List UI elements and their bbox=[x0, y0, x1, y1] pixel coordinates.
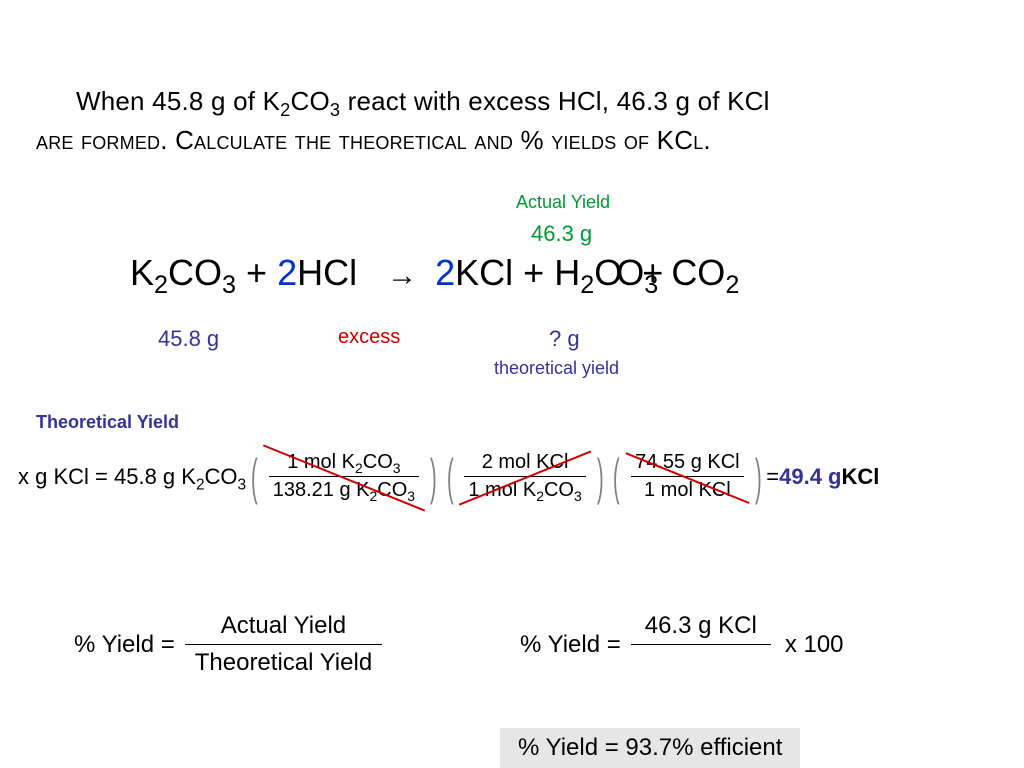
actual-yield-label: Actual Yield bbox=[516, 192, 610, 213]
text: When bbox=[76, 86, 152, 116]
final-answer: % Yield = 93.7% efficient bbox=[500, 728, 800, 768]
mass-k2co3: 45.8 g bbox=[152, 86, 226, 116]
paren-open: ( bbox=[251, 457, 258, 497]
theoretical-yield-sublabel: theoretical yield bbox=[494, 358, 619, 379]
reaction-arrow: → bbox=[387, 259, 415, 292]
conversion-factor-3: 74.55 g KCl 1 mol KCl bbox=[627, 449, 748, 504]
paren-close: ) bbox=[755, 457, 762, 497]
problem-line2: are formed. Calculate the theoretical an… bbox=[36, 125, 711, 155]
reactant-mass: 45.8 g bbox=[158, 326, 219, 352]
chemical-equation: K2CO3 + 2HCl → 2KCl + H2OO3+CO2 bbox=[130, 252, 994, 294]
percent-yield-formula: % Yield = Actual Yield Theoretical Yield bbox=[74, 608, 382, 681]
theoretical-yield-result: 49.4 g bbox=[779, 464, 841, 490]
coefficient: 2 bbox=[435, 252, 455, 293]
paren-close: ) bbox=[430, 457, 437, 497]
excess-label: excess bbox=[338, 326, 400, 349]
text: of K bbox=[226, 86, 280, 116]
mass-kcl: 46.3 g bbox=[617, 86, 691, 116]
theoretical-yield-heading: Theoretical Yield bbox=[36, 412, 179, 433]
unknown-mass: ? g bbox=[549, 326, 580, 352]
paren-open: ( bbox=[447, 457, 454, 497]
stoichiometry-calculation: x g KCl = 45.8 g K2CO3 ( 1 mol K2CO3 138… bbox=[18, 449, 1014, 504]
conversion-factor-1: 1 mol K2CO3 138.21 g K2CO3 bbox=[265, 449, 423, 504]
paren-close: ) bbox=[597, 457, 604, 497]
problem-statement: When 45.8 g of K2CO3 react with excess H… bbox=[36, 82, 988, 160]
percent-yield-numeric: % Yield = 46.3 g KCl x 100 bbox=[520, 608, 844, 681]
conversion-factor-2: 2 mol KCl 1 mol K2CO3 bbox=[460, 449, 589, 504]
actual-yield-value: 46.3 g bbox=[531, 221, 592, 247]
coefficient: 2 bbox=[277, 252, 297, 293]
paren-open: ( bbox=[613, 457, 620, 497]
